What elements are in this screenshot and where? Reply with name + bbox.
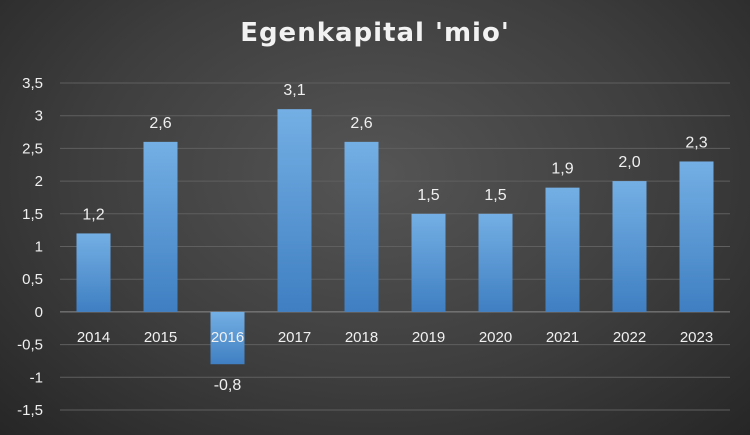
y-tick-label: -1 [30, 369, 43, 386]
bars [76, 109, 714, 365]
data-labels: 1,2 2,6 -0,8 3,1 2,6 1,5 1,5 1,9 2,0 2,3 [82, 82, 707, 394]
bar [76, 233, 111, 312]
bar [679, 161, 714, 312]
bar [411, 213, 446, 312]
x-tick-label: 2015 [144, 329, 177, 346]
y-tick-label: 3 [35, 108, 43, 125]
bar [210, 311, 245, 365]
y-tick-label: 1,5 [22, 206, 43, 223]
bar [143, 141, 178, 312]
x-tick-label: 2021 [546, 329, 579, 346]
data-label: 2,6 [149, 115, 171, 132]
x-tick-label: 2020 [479, 329, 512, 346]
data-label: 1,9 [551, 161, 573, 178]
x-axis-tick-labels: 2014 2015 2016 2017 2018 2019 2020 2021 2022 2023 [77, 329, 713, 346]
y-axis-tick-labels: 3,5 3 2,5 2 1,5 1 0,5 0 -0,5 -1 -1,5 [17, 75, 43, 419]
y-tick-label: 2,5 [22, 140, 43, 157]
x-tick-label: 2022 [613, 329, 646, 346]
bar [277, 109, 312, 312]
data-label: 1,2 [82, 206, 104, 223]
bar [344, 141, 379, 312]
bar [612, 181, 647, 312]
data-label: 1,5 [417, 187, 439, 204]
data-label: 2,6 [350, 115, 372, 132]
chart-title: Egenkapital 'mio' [240, 18, 510, 48]
data-label: -0,8 [214, 377, 242, 394]
data-label: 2,3 [685, 134, 707, 151]
x-tick-label: 2019 [412, 329, 445, 346]
y-tick-label: 0 [35, 304, 43, 321]
data-label: 3,1 [283, 82, 305, 99]
x-tick-label: 2023 [680, 329, 713, 346]
x-tick-label: 2017 [278, 329, 311, 346]
x-tick-label: 2018 [345, 329, 378, 346]
data-label: 1,5 [484, 187, 506, 204]
bar [545, 187, 580, 312]
y-tick-label: -0,5 [17, 337, 43, 354]
y-tick-label: 1 [35, 239, 43, 256]
y-tick-label: -1,5 [17, 402, 43, 419]
bar [478, 213, 513, 312]
y-tick-label: 3,5 [22, 75, 43, 92]
y-tick-label: 2 [35, 173, 43, 190]
x-tick-label: 2016 [211, 329, 244, 346]
y-tick-label: 0,5 [22, 271, 43, 288]
data-label: 2,0 [618, 154, 640, 171]
x-tick-label: 2014 [77, 329, 110, 346]
